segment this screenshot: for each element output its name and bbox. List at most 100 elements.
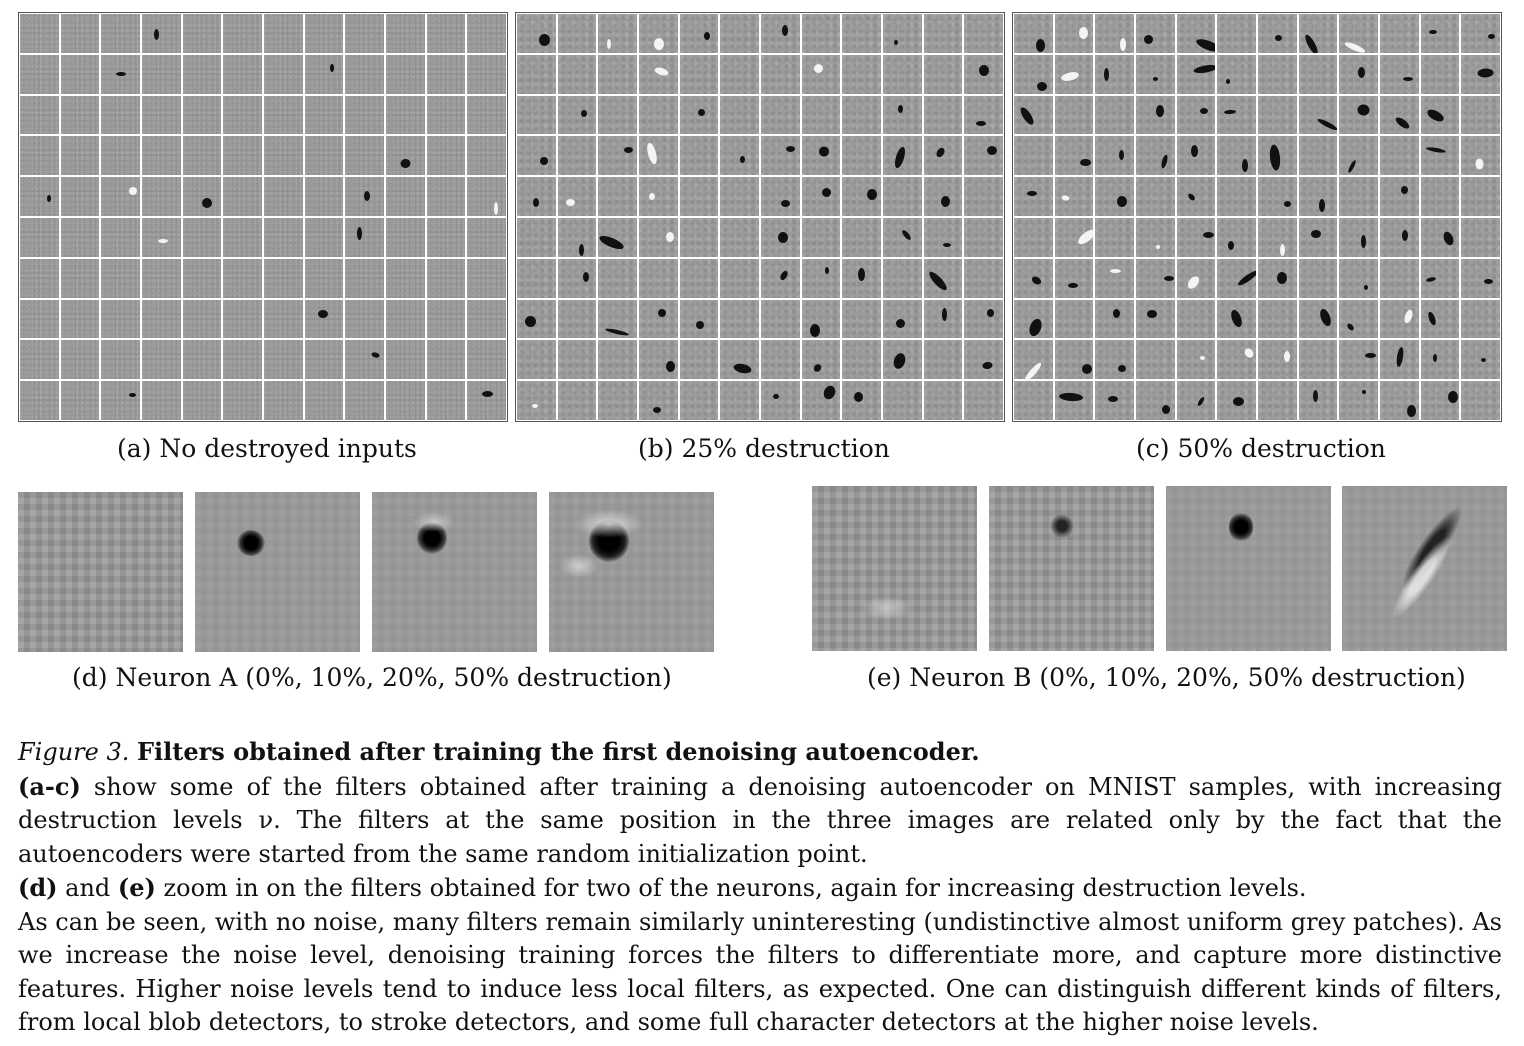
filter-tile: [801, 136, 841, 176]
filter-tile: [264, 381, 303, 420]
filter-tile: [1217, 258, 1256, 298]
filter-tile: [1258, 299, 1297, 339]
filter-tile: [60, 217, 100, 257]
filter-tile: [679, 14, 719, 53]
filter-tile: [1380, 258, 1419, 298]
filter-tile: [20, 381, 59, 420]
neuron-a-filter-0: [18, 492, 183, 652]
filter-tile: [639, 340, 678, 380]
figure-title: Filters obtained after training the firs…: [137, 737, 980, 766]
filter-tile: [1258, 381, 1297, 420]
filter-tile: [1380, 340, 1419, 380]
filter-tile: [517, 258, 556, 298]
filter-tile: [1339, 136, 1378, 176]
filter-tile: [1380, 54, 1419, 94]
filter-tile: [761, 258, 800, 298]
filter-tile: [801, 95, 841, 135]
filter-tile: [386, 299, 425, 339]
filter-tile: [1380, 177, 1419, 216]
filter-tile: [679, 381, 719, 420]
filter-tile: [345, 340, 384, 380]
filter-tile: [1298, 381, 1338, 420]
caption-ref-d: (d): [18, 873, 58, 902]
filter-tile: [304, 340, 344, 380]
filter-tile: [1014, 217, 1053, 257]
filter-tile: [1298, 299, 1338, 339]
filter-tile: [639, 54, 678, 94]
filter-tile: [679, 340, 719, 380]
filter-tile: [517, 54, 556, 94]
filter-tile: [142, 54, 181, 94]
filter-tile: [1258, 14, 1297, 53]
filter-tile: [923, 95, 963, 135]
filter-tile: [426, 95, 466, 135]
filter-tile: [1339, 217, 1378, 257]
filter-tile: [1461, 54, 1500, 94]
filter-tile: [1298, 177, 1338, 216]
filter-tile: [223, 217, 262, 257]
filter-tile: [142, 258, 181, 298]
filter-tile: [883, 299, 922, 339]
filter-tile: [1136, 95, 1175, 135]
filter-tile: [223, 54, 262, 94]
filter-tile: [60, 299, 100, 339]
filter-tile: [1095, 177, 1134, 216]
filter-tile: [761, 340, 800, 380]
filter-tile: [557, 340, 597, 380]
filter-tile: [1217, 54, 1256, 94]
filter-tile: [557, 14, 597, 53]
filter-tile: [101, 381, 140, 420]
filter-tile: [467, 136, 506, 176]
caption-paragraph-1: (a-c) show some of the filters obtained …: [18, 770, 1502, 872]
filter-tile: [842, 217, 881, 257]
filter-tile: [1339, 340, 1378, 380]
filter-tile: [304, 381, 344, 420]
filter-tile: [345, 217, 384, 257]
filter-tile: [761, 177, 800, 216]
filter-tile: [598, 217, 637, 257]
filter-tile: [1217, 177, 1256, 216]
filter-tile: [923, 340, 963, 380]
filter-tile: [1095, 258, 1134, 298]
filter-tile: [964, 340, 1003, 380]
filter-tile: [1095, 14, 1134, 53]
filter-tile: [264, 217, 303, 257]
filter-tile: [1176, 177, 1216, 216]
filter-tile: [1339, 177, 1378, 216]
filter-tile: [720, 340, 759, 380]
filter-tile: [517, 95, 556, 135]
filter-tile: [842, 381, 881, 420]
caption-ref-a-c: (a-c): [18, 771, 81, 801]
filter-tile: [1136, 136, 1175, 176]
filter-tile: [801, 340, 841, 380]
filter-tile: [883, 54, 922, 94]
filter-tile: [1339, 14, 1378, 53]
filter-tile: [264, 177, 303, 216]
filter-tile: [842, 95, 881, 135]
filter-tile: [264, 258, 303, 298]
filter-tile: [101, 54, 140, 94]
neuron-b-filter-20: [1166, 486, 1331, 651]
filter-tile: [639, 95, 678, 135]
filter-tile: [426, 340, 466, 380]
filter-tile: [679, 136, 719, 176]
filter-tile: [60, 258, 100, 298]
filter-tile: [761, 299, 800, 339]
filter-tile: [1176, 299, 1216, 339]
filter-tile: [883, 381, 922, 420]
filter-tile: [182, 258, 222, 298]
filter-tile: [598, 14, 637, 53]
filter-tile: [679, 177, 719, 216]
filter-tile: [1258, 136, 1297, 176]
filter-tile: [1176, 258, 1216, 298]
filter-tile: [1298, 136, 1338, 176]
filter-tile: [264, 299, 303, 339]
filter-tile: [1054, 299, 1094, 339]
filter-tile: [60, 136, 100, 176]
filter-tile: [1054, 177, 1094, 216]
filter-tile: [517, 299, 556, 339]
filter-tile: [1095, 136, 1134, 176]
filter-tile: [883, 258, 922, 298]
filter-tile: [304, 136, 344, 176]
filter-tile: [386, 95, 425, 135]
